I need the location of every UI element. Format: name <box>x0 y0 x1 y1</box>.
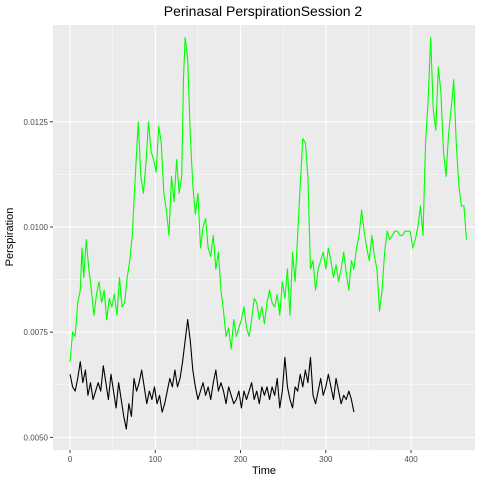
series-layer <box>69 37 468 430</box>
x-tick-label: 100 <box>149 455 163 464</box>
y-tick-label: 0.0075 <box>24 328 49 337</box>
x-tick-label: 300 <box>319 455 333 464</box>
chart-title: Perinasal PerspirationSession 2 <box>164 3 363 19</box>
x-axis: 0 100 200 300 400 <box>68 450 418 464</box>
x-tick-label: 400 <box>404 455 418 464</box>
y-axis: 0.0050 0.0075 0.0100 0.0125 <box>24 118 53 442</box>
y-tick-label: 0.0050 <box>24 433 49 442</box>
y-axis-title: Perspiration <box>4 208 16 267</box>
grid-major <box>53 25 475 450</box>
series-line-1 <box>69 37 468 362</box>
x-tick-label: 200 <box>234 455 248 464</box>
y-tick-label: 0.0100 <box>24 223 49 232</box>
series-line-2 <box>69 319 355 430</box>
x-tick-label: 0 <box>68 455 73 464</box>
plot-panel <box>53 25 475 450</box>
y-tick-label: 0.0125 <box>24 118 49 127</box>
x-axis-title: Time <box>252 465 276 477</box>
grid-minor <box>53 25 475 450</box>
